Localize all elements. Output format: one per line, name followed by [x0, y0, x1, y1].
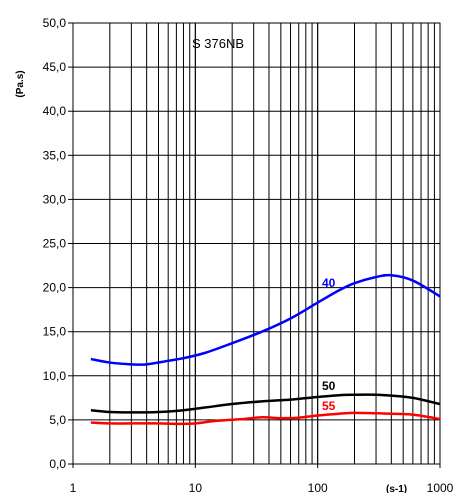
y-tick-label: 50,0: [43, 16, 67, 30]
grid-lines: [68, 22, 441, 468]
series-lines: [90, 273, 441, 426]
x-tick-label: 1: [70, 481, 77, 493]
tick-labels: 0,0 5,0 10,0 15,0 20,0 25,0 30,0 35,0 40,0 45,0 50…: [43, 16, 454, 493]
y-tick-label: 40,0: [43, 104, 67, 118]
series-label-50: 50: [322, 379, 336, 393]
series-line-50: [90, 393, 441, 414]
series-label-55: 55: [322, 399, 336, 413]
x-axis-label: (s-1): [386, 484, 407, 493]
y-tick-label: 0,0: [49, 457, 66, 471]
x-tick-label: 1000: [427, 481, 454, 493]
x-tick-label: 100: [308, 481, 328, 493]
y-tick-label: 25,0: [43, 237, 67, 251]
x-tick-label: 10: [189, 481, 203, 493]
y-tick-label: 30,0: [43, 192, 67, 206]
y-tick-label: 5,0: [49, 413, 66, 427]
y-tick-label: 45,0: [43, 60, 67, 74]
y-tick-label: 20,0: [43, 281, 67, 295]
series-line-55: [90, 411, 441, 426]
series-label-40: 40: [322, 276, 336, 290]
y-tick-label: 35,0: [43, 148, 67, 162]
series-labels: 40 50 55: [322, 276, 336, 413]
series-line-40: [90, 273, 441, 366]
chart-title: S 376NB: [192, 36, 244, 51]
y-tick-label: 10,0: [43, 369, 67, 383]
y-tick-label: 15,0: [43, 325, 67, 339]
y-axis-label: (Pa.s): [15, 70, 26, 97]
